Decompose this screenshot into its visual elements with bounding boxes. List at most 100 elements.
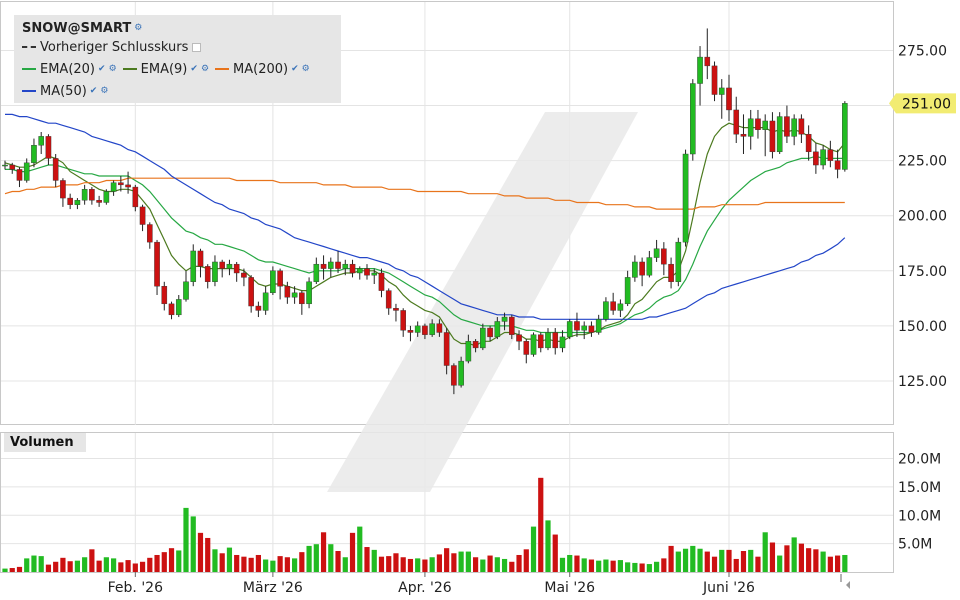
- checkmark-icon: ✔: [190, 64, 198, 74]
- legend-item-ma200[interactable]: MA(200) ✔ ⚙: [215, 62, 310, 77]
- volume-bar: [538, 477, 544, 572]
- candle-body: [255, 305, 262, 311]
- candle-body: [270, 270, 276, 294]
- volume-bar: [2, 568, 8, 572]
- candle-body: [451, 365, 457, 386]
- candle-body: [393, 308, 399, 311]
- candle-body: [501, 316, 508, 322]
- volume-bars: [2, 477, 848, 572]
- volume-tick-label: 10.0M: [898, 508, 941, 524]
- candle-body: [603, 301, 609, 320]
- volume-bar: [212, 549, 218, 572]
- volume-bar: [697, 548, 703, 572]
- candle-body: [342, 263, 349, 269]
- candle-body: [610, 301, 616, 311]
- line-ma50: [5, 113, 846, 320]
- candle-body: [617, 303, 624, 311]
- candle-body: [668, 263, 674, 282]
- volume-bar: [726, 549, 732, 572]
- candle-body: [566, 321, 573, 338]
- volume-bar: [835, 555, 841, 572]
- time-tick-label: Feb. '26: [108, 580, 163, 596]
- checkmark-icon: ✔: [291, 64, 299, 74]
- candle-body: [755, 118, 761, 130]
- volume-bar: [299, 552, 305, 572]
- candle-body: [834, 160, 841, 170]
- candle-body: [407, 330, 414, 333]
- gear-icon[interactable]: ⚙: [134, 23, 143, 33]
- volume-bar: [306, 545, 312, 572]
- volume-bar: [31, 555, 37, 572]
- candle-body: [313, 263, 320, 282]
- legend-item-ema20[interactable]: EMA(20) ✔ ⚙: [22, 62, 117, 77]
- last-price-marker: 251.00: [889, 93, 956, 114]
- candle-body: [154, 241, 160, 287]
- candle-body: [212, 261, 218, 282]
- volume-bar: [132, 563, 138, 572]
- candle-body: [762, 120, 768, 130]
- candle-body: [842, 103, 848, 170]
- visibility-checkbox-icon[interactable]: [192, 42, 202, 52]
- candle-body: [125, 184, 131, 188]
- candle-body: [219, 261, 226, 269]
- volume-bar: [494, 557, 500, 572]
- candle-body: [559, 336, 566, 349]
- indicator-lines: [4, 113, 846, 347]
- candle-body: [31, 145, 37, 164]
- candle-body: [190, 250, 197, 282]
- candle-body: [146, 224, 153, 243]
- candle-body: [632, 261, 638, 278]
- volume-bar: [704, 551, 710, 572]
- volume-bar: [501, 558, 508, 572]
- legend-item-ema9[interactable]: EMA(9) ✔ ⚙: [122, 62, 209, 77]
- candle-body: [320, 263, 327, 269]
- legend-item-ma50[interactable]: MA(50) ✔ ⚙: [22, 84, 108, 99]
- candle-body: [646, 257, 653, 276]
- candle-body: [494, 321, 501, 338]
- scroll-end-marker[interactable]: [840, 574, 850, 589]
- price-tick-label: 275.00: [898, 43, 947, 59]
- candle-body: [480, 327, 486, 349]
- candle-body: [784, 116, 790, 137]
- volume-bar: [588, 559, 595, 572]
- volume-bar: [161, 552, 167, 572]
- candle-body: [711, 65, 718, 95]
- volume-bar: [509, 561, 515, 572]
- candle-body: [16, 169, 23, 181]
- gear-icon: ⚙: [301, 64, 310, 74]
- volume-tick-label: 5.0M: [898, 537, 932, 553]
- gear-icon: ⚙: [100, 86, 109, 96]
- volume-bar: [407, 558, 414, 572]
- volume-bar: [9, 568, 15, 572]
- volume-bar: [400, 557, 406, 572]
- candle-body: [183, 281, 189, 300]
- prev-close-label: Vorheriger Schlusskurs: [40, 39, 189, 55]
- volume-bar: [292, 558, 298, 572]
- candle-body: [422, 325, 428, 335]
- candle-body: [233, 263, 240, 274]
- candle-body: [472, 341, 479, 349]
- volume-bar: [16, 566, 23, 572]
- candle-body: [241, 272, 247, 278]
- volume-bar: [255, 554, 261, 572]
- volume-bar: [516, 554, 522, 572]
- volume-bar: [364, 547, 370, 572]
- candle-body: [726, 87, 732, 111]
- candle-body: [161, 286, 168, 305]
- candle-body: [364, 268, 370, 276]
- volume-bar: [190, 516, 196, 572]
- candle-body: [81, 189, 88, 201]
- watermark-logo: [327, 112, 638, 492]
- candle-body: [639, 261, 645, 276]
- candle-body: [67, 197, 73, 205]
- volume-bar: [559, 557, 566, 572]
- chart-legend: SNOW@SMART ⚙ Vorheriger Schlusskurs EMA(…: [14, 15, 341, 103]
- last-price-label: 251.00: [902, 96, 951, 112]
- candle-body: [414, 325, 421, 333]
- candle-body: [747, 118, 754, 137]
- volume-bar: [791, 537, 797, 572]
- candle-body: [429, 323, 435, 335]
- candle-body: [306, 281, 312, 305]
- candle-body: [23, 162, 30, 181]
